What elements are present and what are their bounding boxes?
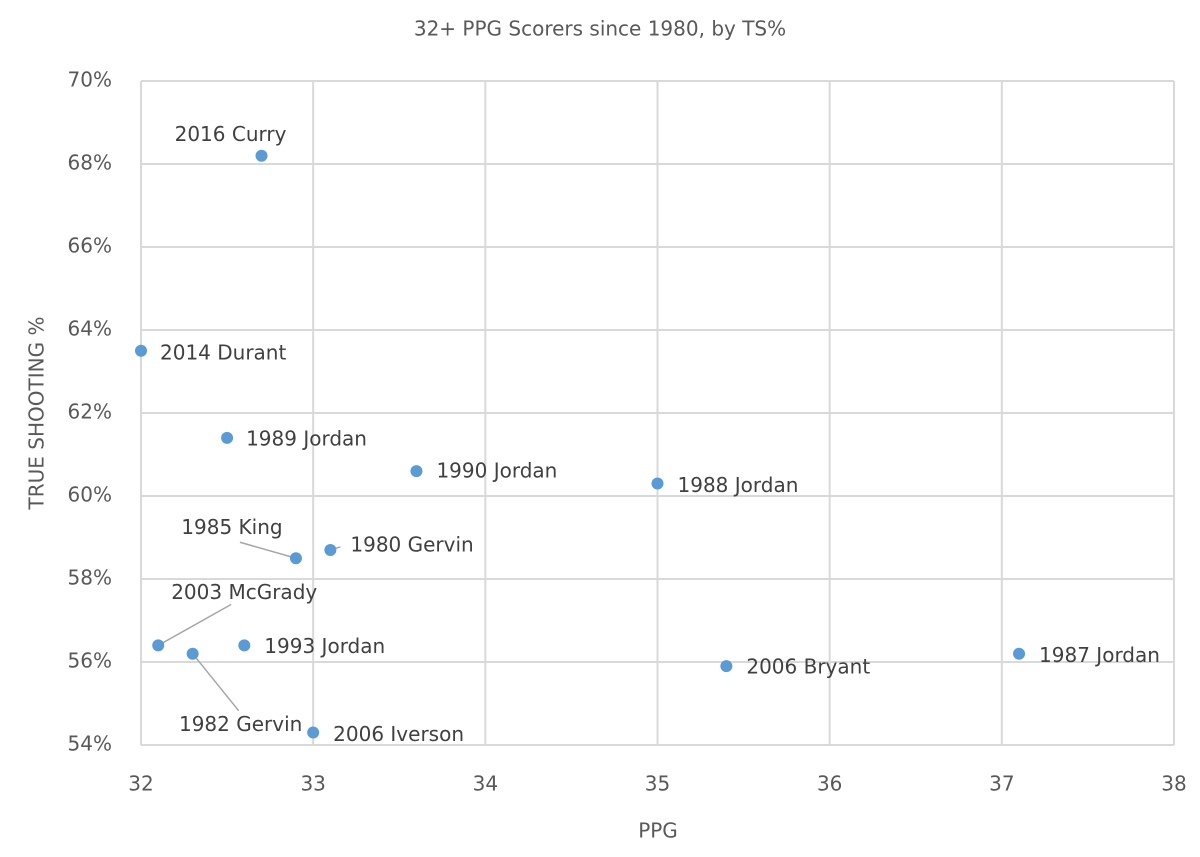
y-tick-label: 56% [68, 649, 112, 673]
y-tick-label: 60% [68, 483, 112, 507]
x-tick-label: 36 [817, 772, 842, 796]
point-label: 1993 Jordan [264, 634, 385, 658]
point-label: 2006 Iverson [333, 722, 464, 746]
x-tick-label: 34 [473, 772, 498, 796]
point-label: 2006 Bryant [746, 655, 870, 679]
x-tick-label: 32 [128, 772, 153, 796]
point-label: 2014 Durant [160, 340, 286, 364]
x-axis-label: PPG [638, 819, 678, 843]
point-label: 1980 Gervin [350, 532, 473, 556]
y-axis-label: TRUE SHOOTING % [25, 317, 49, 511]
y-tick-label: 58% [68, 566, 112, 590]
point [289, 552, 302, 565]
y-tick-label: 54% [68, 732, 112, 756]
point-label: 1990 Jordan [436, 459, 557, 483]
chart-title: 32+ PPG Scorers since 1980, by TS% [414, 17, 786, 41]
point [651, 477, 664, 490]
y-tick-label: 62% [68, 400, 112, 424]
y-tick-label: 68% [68, 151, 112, 175]
point-label: 1985 King [181, 515, 282, 539]
x-tick-label: 35 [645, 772, 670, 796]
point [324, 543, 337, 556]
point [410, 465, 423, 478]
point-label: 2016 Curry [175, 122, 287, 146]
leader-line [239, 541, 297, 559]
leader-line [192, 653, 240, 712]
point-label: 1989 Jordan [246, 426, 367, 450]
point [1013, 647, 1026, 660]
x-tick-label: 38 [1161, 772, 1186, 796]
point [152, 639, 165, 652]
y-tick-label: 70% [68, 68, 112, 92]
x-tick-label: 37 [989, 772, 1014, 796]
leader-line [157, 603, 232, 647]
point [135, 344, 147, 357]
point-label: 1987 Jordan [1039, 643, 1160, 667]
point-label: 1982 Gervin [179, 712, 302, 736]
point [221, 431, 234, 444]
point-label: 1988 Jordan [678, 473, 799, 497]
point [238, 639, 251, 652]
point [255, 149, 268, 162]
point [720, 660, 733, 673]
point [307, 726, 320, 739]
point [186, 647, 199, 660]
y-tick-label: 66% [68, 234, 112, 258]
y-tick-label: 64% [68, 317, 112, 341]
point-label: 2003 McGrady [171, 580, 317, 604]
x-tick-label: 33 [300, 772, 325, 796]
